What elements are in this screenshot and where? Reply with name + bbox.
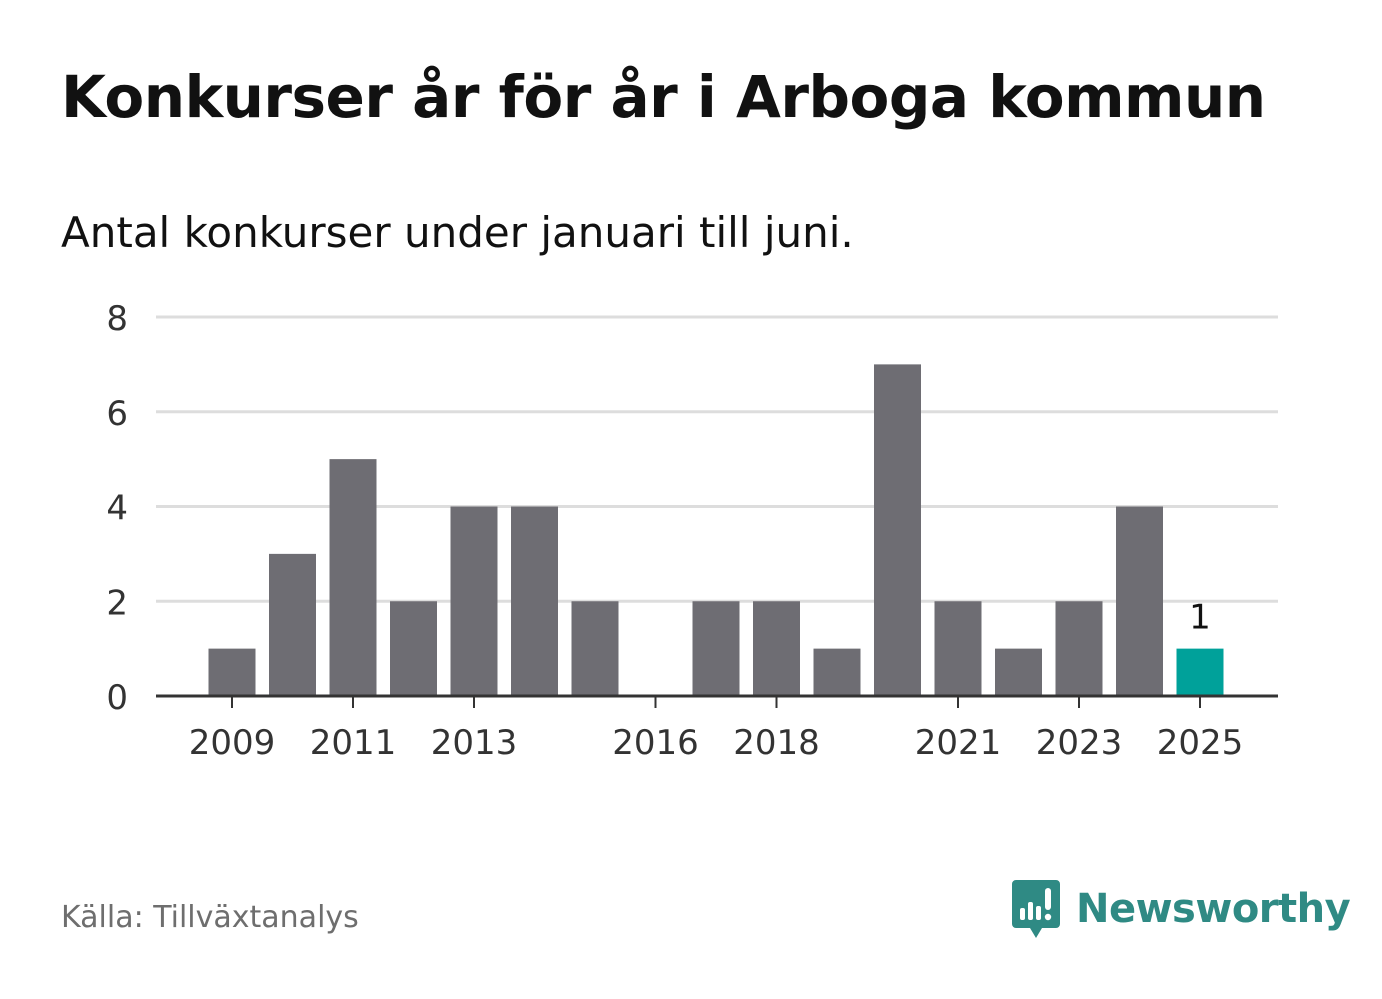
x-tick-label: 2013	[431, 723, 518, 763]
bar	[1055, 601, 1103, 696]
y-tick-label: 8	[106, 299, 128, 339]
bar	[813, 648, 861, 696]
x-tick-label: 2025	[1157, 723, 1244, 763]
bar	[208, 648, 256, 696]
y-tick-label: 2	[106, 583, 128, 623]
y-tick-label: 0	[106, 678, 128, 718]
bar	[995, 648, 1042, 696]
chart-subtitle: Antal konkurser under januari till juni.	[61, 208, 854, 257]
newsworthy-logo-icon	[1012, 880, 1060, 938]
x-tick-label: 2021	[915, 723, 1002, 763]
bar	[692, 601, 740, 696]
bar	[571, 601, 619, 696]
bar	[511, 506, 558, 696]
bar	[329, 459, 377, 696]
x-tick-label: 2011	[310, 723, 397, 763]
bar	[934, 601, 982, 696]
source-note: Källa: Tillväxtanalys	[61, 900, 359, 935]
x-tick-label: 2016	[612, 723, 699, 763]
bar	[753, 601, 800, 696]
bar	[390, 601, 437, 696]
x-tick-label: 2023	[1036, 723, 1123, 763]
bar	[874, 364, 921, 696]
chart-title: Konkurser år för år i Arboga kommun	[61, 63, 1266, 131]
bar	[1116, 506, 1163, 696]
bar	[450, 506, 498, 696]
x-tick-label: 2009	[189, 723, 276, 763]
y-tick-label: 4	[106, 489, 128, 529]
bar	[269, 553, 316, 696]
brand-name: Newsworthy	[1076, 886, 1351, 932]
x-tick-label: 2018	[733, 723, 820, 763]
bar	[1176, 648, 1224, 696]
data-label: 1	[1189, 598, 1211, 638]
y-tick-label: 6	[106, 394, 128, 434]
brand: Newsworthy	[1010, 878, 1351, 940]
